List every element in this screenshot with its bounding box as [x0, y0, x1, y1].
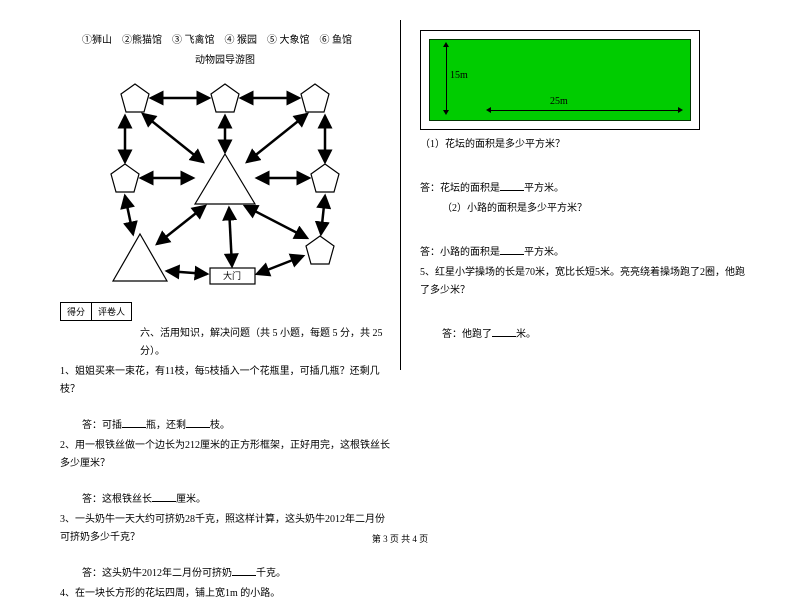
q5-answer: 答：他跑了米。	[442, 326, 750, 344]
legend-text: ①狮山 ②熊猫馆 ③ 飞禽馆 ④ 猴园 ⑤ 大象馆 ⑥ 鱼馆	[82, 32, 390, 50]
dim-v-arrow-top	[443, 42, 449, 47]
q4-1-text: （1）花坛的面积是多少平方米？	[420, 136, 750, 154]
zoo-map-diagram: 大门	[95, 76, 355, 296]
q3-answer: 答：这头奶牛2012年二月份可挤奶千克。	[82, 565, 390, 583]
right-column: 15m 25m （1）花坛的面积是多少平方米？ 答：花坛的面积是平方米。 （2）…	[420, 30, 750, 346]
dim-h-arrow-left	[486, 107, 491, 113]
page-footer: 第 3 页 共 4 页	[0, 532, 800, 545]
q1-text: 1、姐姐买来一束花，有11枝，每5枝插入一个花瓶里，可插几瓶？还剩几枝？	[60, 363, 390, 399]
q4-1-answer: 答：花坛的面积是平方米。	[420, 180, 750, 198]
dim-v-line	[446, 46, 448, 112]
q4-2-blank[interactable]	[500, 244, 524, 255]
flowerbed-figure: 15m 25m	[420, 30, 700, 130]
gate-label: 大门	[223, 270, 241, 281]
q5-blank[interactable]	[492, 326, 516, 337]
q5-text: 5、红星小学操场的长是70米，宽比长短5米。亮亮绕着操场跑了2圈，他跑了多少米？	[420, 264, 750, 300]
column-divider	[400, 20, 401, 370]
score-box: 得分 评卷人	[60, 302, 390, 321]
dim-horizontal-label: 25m	[550, 96, 568, 107]
q4-2-text: （2）小路的面积是多少平方米？	[442, 200, 750, 218]
dim-vertical-label: 15m	[450, 70, 468, 81]
q3-blank[interactable]	[232, 565, 256, 576]
q4-2-answer: 答：小路的面积是平方米。	[420, 244, 750, 262]
section6-title: 六、活用知识，解决问题（共 5 小题，每题 5 分，共 25 分）。	[60, 325, 390, 361]
q2-blank[interactable]	[152, 491, 176, 502]
dim-h-line	[490, 110, 680, 112]
score-cell-score: 得分	[60, 302, 92, 321]
q4-1-blank[interactable]	[500, 180, 524, 191]
left-column: ①狮山 ②熊猫馆 ③ 飞禽馆 ④ 猴园 ⑤ 大象馆 ⑥ 鱼馆 动物园导游图	[60, 30, 390, 605]
q1-answer: 答：可插瓶，还剩枝。	[82, 417, 390, 435]
page: ①狮山 ②熊猫馆 ③ 飞禽馆 ④ 猴园 ⑤ 大象馆 ⑥ 鱼馆 动物园导游图	[0, 0, 800, 565]
q2-answer: 答：这根铁丝长厘米。	[82, 491, 390, 509]
q1-blank-1[interactable]	[122, 417, 146, 428]
q4-text: 4、在一块长方形的花坛四周，铺上宽1m 的小路。	[60, 585, 390, 603]
dim-h-arrow-right	[678, 107, 683, 113]
green-rectangle: 15m 25m	[429, 39, 691, 121]
q1-blank-2[interactable]	[186, 417, 210, 428]
diagram-title: 动物园导游图	[60, 52, 390, 70]
score-cell-marker: 评卷人	[91, 302, 132, 321]
dim-v-arrow-bottom	[443, 110, 449, 115]
q2-text: 2、用一根铁丝做一个边长为212厘米的正方形框架，正好用完，这根铁丝长多少厘米？	[60, 437, 390, 473]
